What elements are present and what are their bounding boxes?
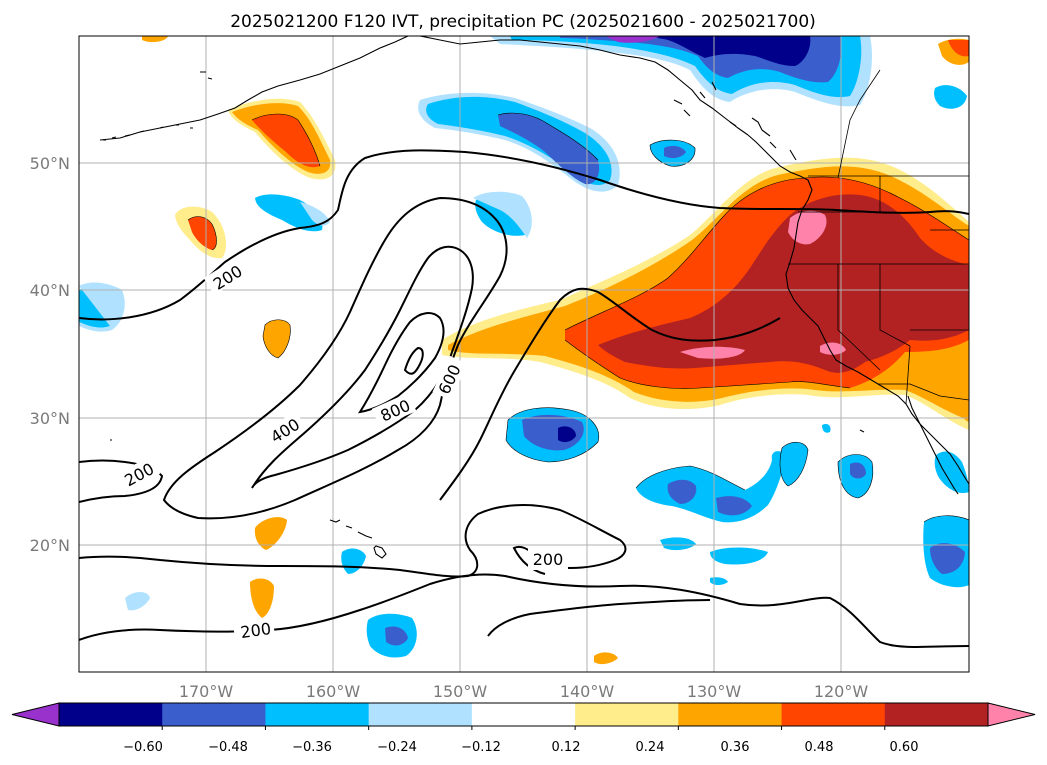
coast-alaska-peninsula — [99, 36, 409, 141]
map-frame — [78, 35, 970, 673]
precip-neg-sm-3-light — [473, 191, 532, 238]
precip-pos-blob-6-red — [948, 40, 969, 57]
colorbar-frame — [58, 702, 989, 727]
precip-pos-alaska-red — [252, 114, 320, 168]
precip-neg-mid-2-blue-b — [716, 496, 752, 516]
precip-neg-sm-2 — [255, 194, 323, 232]
colorbar — [11, 702, 1036, 730]
precip-neg-north-purple — [605, 36, 660, 43]
precip-neg-mid-1-navy — [558, 426, 576, 443]
colorbar-label-neg012: −0.12 — [461, 740, 501, 755]
precip-neg-mid-6 — [934, 451, 969, 494]
coast-mexico-islands — [110, 71, 865, 441]
precip-pos-blob-4 — [250, 578, 274, 618]
ivt-contours — [79, 149, 969, 648]
precip-neg-sm-2-light — [300, 202, 330, 226]
ivt-200-southeast — [439, 287, 781, 501]
coast-gulf-alaska — [419, 36, 749, 136]
precip-outlines — [187, 112, 969, 523]
colorbar-extend-high — [987, 702, 1036, 727]
precip-pos-blob-8 — [959, 398, 969, 422]
precip-pos-blob-3 — [254, 517, 287, 550]
precip-neg-sm-7-blue — [385, 626, 408, 646]
ivt-contour-labels: 200 200 200 400 600 800 200 — [115, 256, 568, 643]
ivt-label-200-c: 200 — [533, 550, 564, 569]
precip-pos-blob-1-red — [188, 216, 217, 250]
ivt-400 — [162, 196, 508, 520]
coastlines — [99, 36, 969, 559]
precip-pos-pink-3 — [820, 342, 846, 355]
colorbar-label-neg036: −0.36 — [292, 740, 332, 755]
precip-neg-mid-3 — [780, 442, 808, 486]
figure-title: 2025021200 F120 IVT, precipitation PC (2… — [230, 12, 816, 32]
lon-tick-160w: 160°W — [306, 682, 361, 701]
longitude-ticks: 170°W 160°W 150°W 140°W 130°W 120°W — [179, 682, 869, 701]
border-states — [788, 69, 969, 405]
colorbar-segment — [781, 703, 886, 726]
precip-neg-north-navy — [640, 36, 811, 66]
precip-neg-mid-5-blue — [930, 543, 965, 574]
lat-tick-40n: 40°N — [30, 281, 70, 300]
colorbar-segment — [575, 703, 679, 726]
ivt-1000 — [403, 346, 424, 375]
colorbar-segment — [678, 703, 783, 726]
precip-neg-sm-5 — [934, 85, 967, 109]
precip-pos-blob-2 — [263, 319, 291, 358]
lon-tick-140w: 140°W — [560, 682, 615, 701]
ivt-200-lower-loop — [487, 599, 711, 637]
border-mexico — [878, 383, 969, 401]
precip-neg-mid-4-blue — [850, 462, 866, 479]
colorbar-label-neg060: −0.60 — [123, 740, 163, 755]
colorbar-segment — [265, 703, 370, 726]
colorbar-segment — [884, 703, 989, 726]
colorbar-extend-low — [11, 702, 60, 727]
colorbar-segment — [368, 703, 473, 726]
lon-tick-150w: 150°W — [433, 682, 488, 701]
precip-neg-sm-8 — [125, 592, 150, 611]
coast-hawaii — [329, 519, 387, 559]
precip-pos-pink-2 — [680, 346, 745, 359]
colorbar-label-pos012: 0.12 — [552, 740, 581, 755]
ivt-800 — [357, 312, 445, 414]
lon-tick-170w: 170°W — [179, 682, 234, 701]
precip-pos-pink — [788, 210, 827, 245]
colorbar-label-pos060: 0.60 — [890, 740, 919, 755]
political-borders — [788, 69, 969, 405]
map-content: 200 200 200 400 600 800 200 — [79, 36, 969, 672]
colorbar-label-neg024: −0.24 — [377, 740, 417, 755]
lat-tick-30n: 30°N — [30, 409, 70, 428]
precip-pos-darkred — [598, 194, 969, 373]
precip-neg-mid-7 — [710, 547, 768, 565]
precip-neg-band-blue — [498, 113, 600, 185]
colorbar-label-pos036: 0.36 — [721, 740, 750, 755]
colorbar-label-neg048: −0.48 — [208, 740, 248, 755]
ivt-label-200-d: 200 — [239, 619, 272, 642]
ivt-600 — [251, 245, 474, 489]
coast-baja — [907, 395, 959, 495]
precip-pos-blob-7 — [142, 36, 168, 43]
colorbar-label-pos048: 0.48 — [805, 740, 834, 755]
lon-tick-130w: 130°W — [687, 682, 742, 701]
precip-neg-sm-1-blue — [664, 145, 686, 159]
precip-neg-mid-2-blue — [667, 479, 697, 504]
coast-bc — [747, 134, 969, 485]
colorbar-tick-labels: −0.60 −0.48 −0.36 −0.24 −0.12 0.12 0.24 … — [123, 740, 918, 755]
coast-aleutian-dots — [103, 124, 193, 141]
colorbar-segment — [59, 703, 163, 726]
ivt-200-main — [79, 149, 969, 321]
precip-neg-mid-8 — [660, 537, 696, 551]
lat-tick-50n: 50°N — [30, 154, 70, 173]
ivt-200-west — [79, 459, 164, 503]
precip-neg-sm-9 — [822, 423, 831, 433]
precip-pos-blob-5 — [594, 652, 618, 665]
colorbar-segment — [471, 703, 576, 726]
lon-tick-120w: 120°W — [814, 682, 869, 701]
colorbar-segment — [162, 703, 266, 726]
latitude-ticks: 50°N 40°N 30°N 20°N — [30, 154, 70, 555]
colorbar-label-pos024: 0.24 — [636, 740, 665, 755]
lat-tick-20n: 20°N — [30, 536, 70, 555]
coast-islands-bc — [673, 81, 797, 161]
